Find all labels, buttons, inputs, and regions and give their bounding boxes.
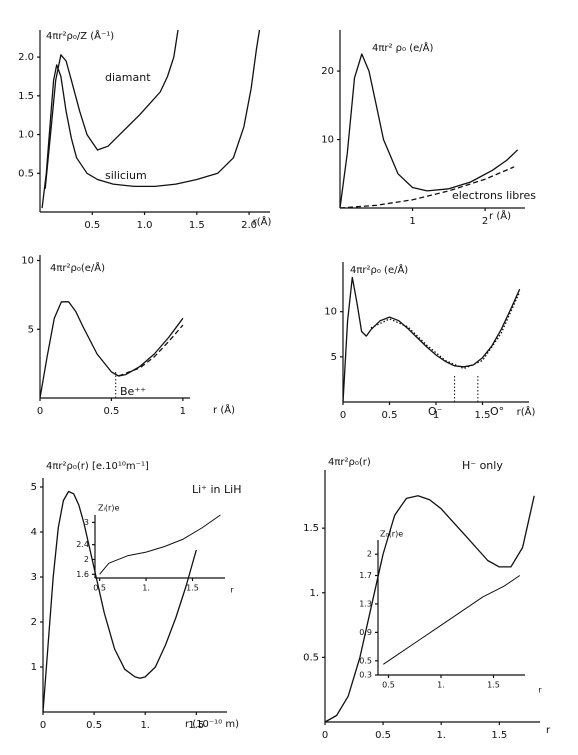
x-tick-label: 0.5 [93,584,106,593]
inset-background [356,526,537,691]
y-tick-label: 20 [321,66,334,77]
y-tick-label: 5 [331,352,337,363]
y-tick-label: 2.0 [18,52,34,63]
annotation: Li⁺ in LiH [192,483,241,496]
curve [383,575,521,665]
y-tick-label: 4 [31,527,37,538]
y-tick-label: 1.5 [303,523,319,534]
x-tick-label: 0.5 [103,406,119,417]
x-axis-label: r (Å) [489,209,511,222]
y-tick-label: 1.7 [359,571,372,580]
annotation: silicium [105,169,147,182]
curve [41,29,261,209]
x-tick-label: 2 [482,216,488,227]
y-axis-label: 4πr²ρ₀(r) [328,457,371,468]
x-tick-label: 1.0 [137,220,153,231]
x-axis-label: r(Å) [517,405,536,418]
x-tick-label: 1.5 [186,584,199,593]
curve [99,514,221,575]
x-tick-label: 1 [180,406,186,417]
curve [339,166,515,209]
x-tick-label: 0.5 [86,720,102,731]
y-tick-label: 2 [31,617,37,628]
y-axis-label: Z₀(r)e [380,530,403,539]
y-tick-label: 1.3 [359,599,372,608]
x-tick-label: 1. [142,584,150,593]
curve [44,29,179,189]
curve [118,324,184,377]
x-tick-label: 0.5 [375,730,391,741]
y-tick-label: 1.0 [18,130,34,141]
x-tick-label: 0 [322,730,328,741]
y-axis-label: 4πr² ρ₀ (e/Å) [372,41,433,54]
x-tick-label: 1 [433,410,439,421]
y-axis-label: 4πr²ρ₀(e/Å) [50,261,105,274]
y-tick-label: 0.9 [359,628,372,637]
y-axis-label: 4πr²ρ₀ (e/Å) [350,263,408,276]
y-tick-label: 10 [324,307,337,318]
y-tick-label: 5 [28,324,34,335]
curve [42,490,197,713]
x-tick-label: 2.0 [241,220,257,231]
annotation: O⁻ [428,405,443,418]
x-tick-label: 1.5 [188,720,204,731]
y-axis-label: 4πr²ρ₀/Z (Å⁻¹) [46,29,114,42]
x-tick-label: 0.5 [382,681,395,690]
y-tick-label: 0.5 [303,652,319,663]
x-tick-label: 0 [340,410,346,421]
x-axis-label: r (10⁻¹⁰ m) [185,719,239,730]
y-tick-label: 1 [31,662,37,673]
x-tick-label: 0 [40,720,46,731]
x-tick-label: 1.5 [487,681,500,690]
inset-background [73,501,237,594]
annotation: electrons libres [452,189,536,202]
x-tick-label: 1. [436,730,446,741]
y-tick-label: 3 [31,572,37,583]
x-tick-label: 1. [437,681,445,690]
curve [342,276,521,403]
y-tick-label: 10 [321,135,334,146]
x-tick-label: 0 [37,406,43,417]
y-tick-label: 2 [367,550,372,559]
y-tick-label: 3 [84,518,89,527]
x-axis-label: r [538,686,542,695]
annotation: O° [490,405,504,418]
x-axis-label: r(Å) [253,215,272,228]
x-tick-label: 0.5 [382,410,398,421]
y-tick-label: 1.6 [76,570,89,579]
y-tick-label: 0.3 [359,671,372,680]
y-tick-label: 2 [84,555,89,564]
x-tick-label: 1.5 [475,410,491,421]
y-tick-label: 0.5 [18,168,34,179]
y-tick-label: 5 [31,482,37,493]
annotation: Be⁺⁺ [120,385,146,398]
x-tick-label: 1.5 [189,220,205,231]
x-tick-label: 1.5 [491,730,507,741]
y-tick-label: 0.5 [359,656,372,665]
x-axis-label: r [546,725,551,736]
curve [339,53,519,209]
curve [370,291,521,370]
x-axis-label: r [230,586,234,595]
x-tick-label: 1 [409,216,415,227]
annotation: H⁻ only [462,459,503,472]
y-axis-label: 4πr²ρ₀(r) [e.10¹⁰m⁻¹] [46,461,149,472]
curve [39,301,184,399]
y-tick-label: 2.4 [76,540,89,549]
x-tick-label: 1. [140,720,150,731]
curve [324,495,535,723]
annotation: diamant [105,71,151,84]
y-tick-label: 1. [309,588,319,599]
y-tick-label: 1.5 [18,91,34,102]
y-tick-label: 10 [21,256,34,267]
y-axis-label: Zᵢ(r)e [98,504,119,513]
x-axis-label: r (Å) [213,403,235,416]
x-tick-label: 0.5 [84,220,100,231]
